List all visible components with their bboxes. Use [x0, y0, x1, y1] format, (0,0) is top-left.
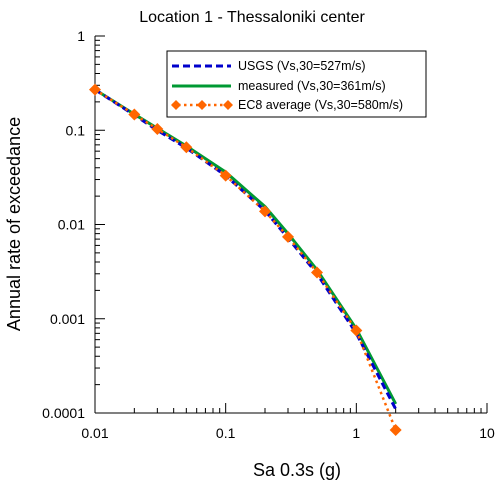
series-3-marker: [389, 424, 402, 437]
series-3-marker: [350, 324, 363, 337]
series-3-marker: [151, 123, 164, 136]
legend-marker: [171, 100, 181, 110]
series-3-marker: [259, 205, 272, 218]
series-line-1: [94, 88, 398, 410]
series-3-marker: [219, 169, 232, 182]
y-tick-labels: 0.0001 0.001 0.01 0.1 1: [42, 28, 85, 421]
series-layer: [89, 83, 402, 437]
legend-label-2: measured (Vs,30=361m/s): [238, 79, 386, 93]
legend-label-1: USGS (Vs,30=527m/s): [238, 59, 365, 73]
y-tick-label: 0.001: [50, 311, 85, 327]
series-3-marker: [89, 83, 101, 96]
legend: USGS (Vs,30=527m/s) measured (Vs,30=361m/…: [166, 50, 427, 118]
series-3-marker: [128, 108, 141, 121]
x-tick-label: 10: [479, 425, 495, 441]
x-tick-label: 0.01: [81, 425, 108, 441]
series-line-2: [94, 88, 398, 405]
y-tick-label: 0.1: [66, 122, 86, 138]
chart-title: Location 1 - Thessaloniki center: [139, 9, 365, 26]
x-tick-label: 1: [352, 425, 360, 441]
y-tick-label: 0.01: [58, 217, 85, 233]
series-3-marker: [180, 141, 193, 154]
x-tick-label: 0.1: [216, 425, 236, 441]
legend-marker: [197, 100, 207, 110]
legend-marker: [223, 100, 233, 110]
legend-label-3: EC8 average (Vs,30=580m/s): [238, 98, 403, 112]
y-axis-label: Annual rate of exceedance: [4, 117, 24, 331]
series-3-marker: [310, 266, 323, 279]
axis-ticks: [94, 35, 488, 414]
series-3-marker: [282, 230, 295, 243]
series-line-3: [94, 88, 397, 431]
x-axis-label: Sa 0.3s (g): [253, 460, 341, 480]
y-tick-label: 0.0001: [42, 405, 85, 421]
y-tick-label: 1: [77, 28, 85, 44]
x-tick-labels: 0.01 0.1 1 10: [81, 425, 495, 441]
